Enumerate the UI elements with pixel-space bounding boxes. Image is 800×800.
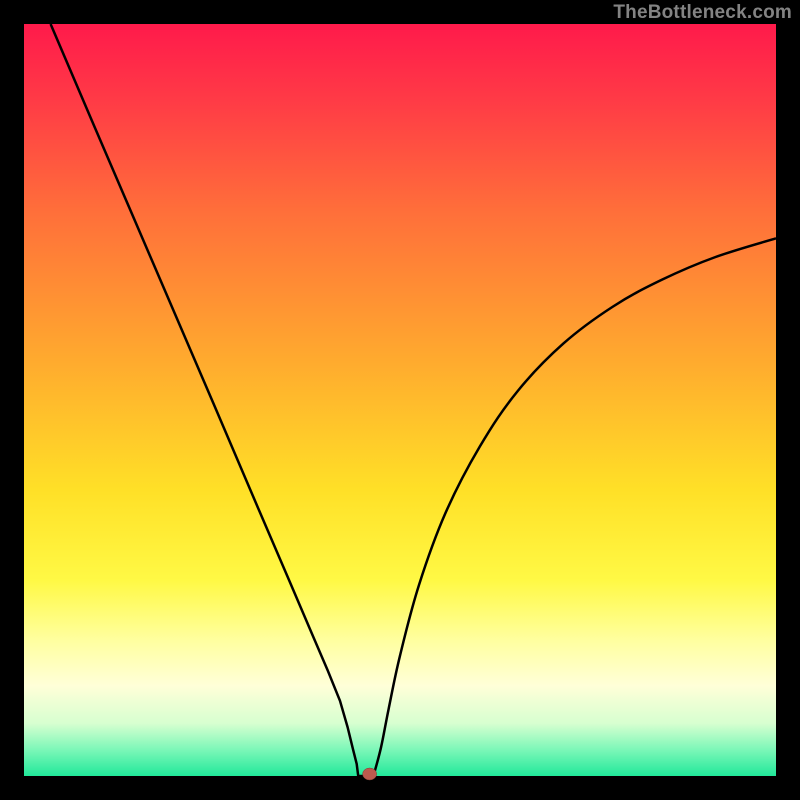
chart-container: TheBottleneck.com [0, 0, 800, 800]
optimal-point-marker [363, 768, 377, 780]
bottleneck-chart-svg [0, 0, 800, 800]
plot-background [24, 24, 776, 776]
